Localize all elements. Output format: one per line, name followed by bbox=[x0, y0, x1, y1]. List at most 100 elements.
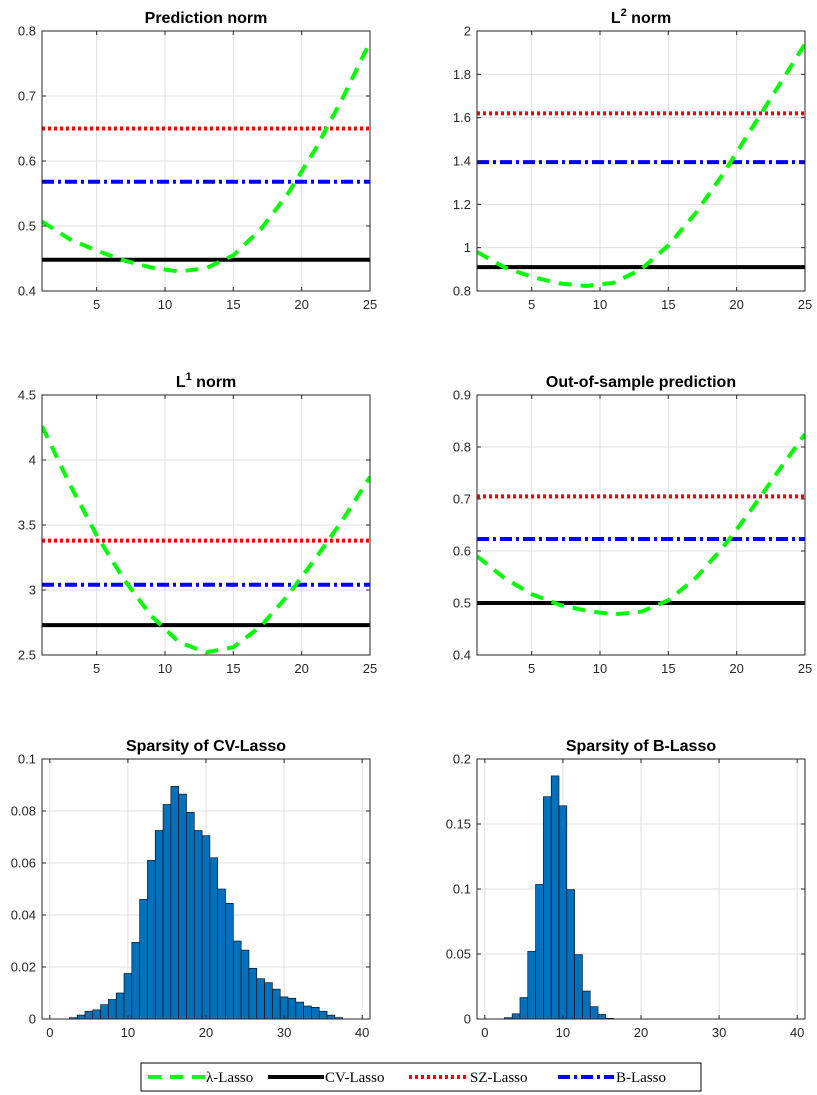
y-tick-label: 1.8 bbox=[453, 67, 471, 82]
y-tick-label: 0.1 bbox=[18, 752, 36, 767]
x-tick-label: 5 bbox=[528, 661, 535, 676]
histogram-bar bbox=[201, 835, 211, 1020]
x-tick-label: 20 bbox=[634, 1025, 648, 1040]
histogram-bar bbox=[256, 978, 265, 1020]
title-base: L bbox=[176, 374, 186, 391]
title-rest: norm bbox=[627, 10, 671, 27]
x-tick-label: 30 bbox=[712, 1025, 726, 1040]
histogram-bar bbox=[123, 973, 133, 1020]
y-tick-label: 1 bbox=[464, 240, 471, 255]
series-lines bbox=[42, 41, 370, 274]
y-tick-label: 3 bbox=[29, 583, 36, 598]
histogram-bar bbox=[535, 884, 544, 1020]
subplot-sparsity-b-lasso: 0 10 20 30 40 0 0.05 0.1 0.15 0.2 Sparsity of B-La… bbox=[446, 738, 806, 1040]
lambda-lasso-curve bbox=[477, 432, 805, 617]
y-tick-label: 0 bbox=[464, 1012, 471, 1027]
y-tick-label: 0.1 bbox=[453, 882, 471, 897]
y-tick-label: 0.8 bbox=[453, 284, 471, 299]
histogram-bar bbox=[326, 1014, 336, 1020]
histogram-bar bbox=[597, 1014, 607, 1020]
x-tick-label: 20 bbox=[294, 297, 308, 312]
x-tick-label: 20 bbox=[199, 1025, 213, 1040]
y-tick-label: 3.5 bbox=[18, 518, 36, 533]
y-tick-label: 0.05 bbox=[446, 947, 471, 962]
y-tick-label: 2 bbox=[464, 24, 471, 39]
subplot-l1-norm: 5 10 15 20 25 2.5 3 3.5 4 4.5 L1 norm bbox=[18, 371, 377, 676]
x-tick-label: 5 bbox=[528, 297, 535, 312]
y-tick-label: 0.6 bbox=[453, 544, 471, 559]
y-tick-label: 0.8 bbox=[453, 440, 471, 455]
axes-box bbox=[476, 394, 806, 656]
histogram-bar bbox=[100, 1004, 109, 1020]
subplot-title: Prediction norm bbox=[145, 10, 268, 27]
histogram-bar bbox=[543, 796, 552, 1020]
x-tick-label: 10 bbox=[593, 661, 607, 676]
y-tick-label: 4.5 bbox=[18, 388, 36, 403]
x-tick-label: 15 bbox=[661, 297, 675, 312]
legend-label-sz-lasso: SZ-Lasso bbox=[470, 1070, 528, 1086]
y-tick-label: 0 bbox=[29, 1012, 36, 1027]
histogram-bar bbox=[295, 1001, 304, 1020]
series-lines bbox=[477, 432, 805, 617]
histogram-bar bbox=[550, 775, 560, 1020]
title-superscript: 1 bbox=[186, 371, 192, 383]
histogram-bar bbox=[240, 949, 250, 1020]
histogram-bar bbox=[131, 941, 140, 1020]
x-tick-label: 20 bbox=[294, 661, 308, 676]
subplot-title: Out-of-sample prediction bbox=[546, 374, 736, 391]
series-lines bbox=[42, 425, 370, 655]
histogram-bar bbox=[147, 860, 156, 1020]
histogram-bar bbox=[233, 940, 242, 1020]
y-tick-label: 0.5 bbox=[18, 219, 36, 234]
x-tick-label: 25 bbox=[363, 661, 377, 676]
x-tick-label: 10 bbox=[593, 297, 607, 312]
y-tick-label: 0.15 bbox=[446, 817, 471, 832]
histogram-bar bbox=[186, 811, 195, 1020]
y-tick-label: 0.06 bbox=[11, 856, 36, 871]
y-tick-label: 0.04 bbox=[11, 908, 36, 923]
legend: λ-Lasso CV-Lasso SZ-Lasso B-Lasso bbox=[140, 1062, 702, 1092]
subplot-sparsity-cv-lasso: 0 10 20 30 40 0 0.02 0.04 0.06 0.08 0.1 Sparsity of… bbox=[11, 738, 371, 1040]
x-tick-label: 25 bbox=[798, 297, 812, 312]
histogram-bar bbox=[193, 830, 203, 1020]
histogram-bar bbox=[92, 1009, 101, 1020]
x-tick-label: 10 bbox=[158, 297, 172, 312]
y-tick-label: 0.8 bbox=[18, 24, 36, 39]
histogram-bar bbox=[511, 1013, 521, 1020]
title-rest: norm bbox=[192, 374, 236, 391]
lambda-lasso-curve bbox=[42, 41, 370, 274]
x-tick-label: 25 bbox=[798, 661, 812, 676]
histogram-bar bbox=[248, 967, 258, 1020]
x-tick-label: 0 bbox=[481, 1025, 488, 1040]
histogram-bar bbox=[178, 793, 187, 1020]
x-tick-label: 20 bbox=[729, 661, 743, 676]
histogram-bar bbox=[225, 902, 234, 1020]
y-tick-label: 1.4 bbox=[453, 154, 471, 169]
x-tick-label: 40 bbox=[355, 1025, 369, 1040]
histogram-bar bbox=[170, 785, 179, 1020]
x-tick-label: 5 bbox=[93, 661, 100, 676]
legend-label-b-lasso: B-Lasso bbox=[616, 1070, 666, 1086]
x-tick-label: 15 bbox=[226, 661, 240, 676]
y-tick-label: 2.5 bbox=[18, 648, 36, 663]
x-tick-label: 30 bbox=[277, 1025, 291, 1040]
histogram-bar bbox=[582, 990, 591, 1020]
histogram-bar bbox=[139, 899, 148, 1020]
y-tick-label: 0.5 bbox=[453, 596, 471, 611]
x-tick-label: 25 bbox=[363, 297, 377, 312]
subplot-title: Sparsity of CV-Lasso bbox=[126, 738, 286, 755]
legend-label-cv-lasso: CV-Lasso bbox=[325, 1070, 384, 1086]
y-tick-label: 1.6 bbox=[453, 110, 471, 125]
y-tick-label: 0.02 bbox=[11, 960, 36, 975]
x-tick-label: 5 bbox=[93, 297, 100, 312]
histogram-bar bbox=[264, 982, 273, 1020]
subplot-title: L2 norm bbox=[611, 7, 671, 27]
y-tick-label: 0.4 bbox=[453, 648, 471, 663]
histogram-bar bbox=[566, 889, 575, 1020]
lambda-lasso-curve bbox=[477, 42, 805, 288]
histogram-bar bbox=[115, 992, 125, 1020]
histogram-bar bbox=[154, 830, 164, 1020]
